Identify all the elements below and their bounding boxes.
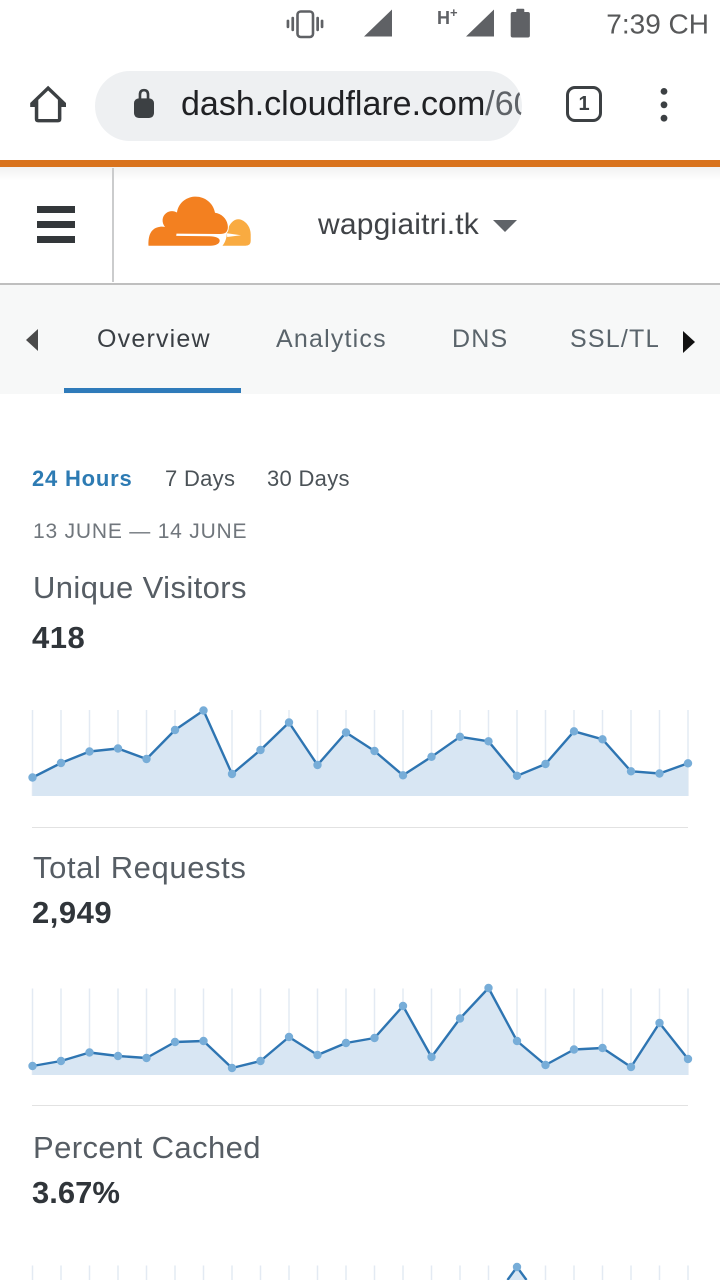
svg-text:7:39 CH: 7:39 CH	[606, 9, 709, 40]
svg-text:+: +	[450, 5, 458, 20]
svg-text:H: H	[437, 8, 450, 28]
